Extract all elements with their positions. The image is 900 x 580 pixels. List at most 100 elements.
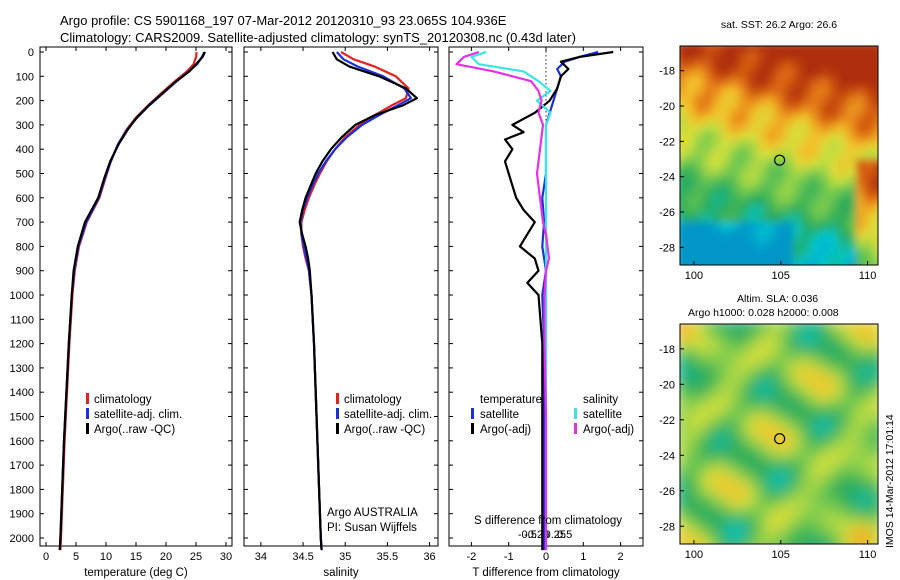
sst-cell <box>856 69 866 79</box>
sst-cell <box>680 213 686 223</box>
sst-cell <box>685 204 695 214</box>
sst-cell <box>820 195 830 205</box>
sla-cell <box>784 338 794 348</box>
sla-cell <box>703 545 713 555</box>
sla-cell <box>748 527 758 537</box>
figure-title-line2: Climatology: CARS2009. Satellite-adjuste… <box>60 30 576 45</box>
sla-cell <box>721 356 731 366</box>
sst-cell <box>721 105 731 115</box>
sla-cell <box>865 518 875 528</box>
sst-cell <box>685 78 695 88</box>
sst-cell <box>847 69 857 79</box>
sst-cell <box>703 258 713 265</box>
sla-cell <box>694 482 704 492</box>
salinity-x-ticks: 34 34.5 35 35.5 36 <box>255 47 436 563</box>
sst-cell <box>775 231 785 241</box>
depth-tick-label: 1000 <box>10 290 34 302</box>
sla-cell <box>712 500 722 510</box>
sst-cell <box>748 105 758 115</box>
sla-cell <box>766 500 776 510</box>
sst-cell <box>694 258 704 265</box>
sst-cell <box>865 46 875 52</box>
sst-cell <box>874 168 878 178</box>
sst-cell <box>712 105 722 115</box>
sla-cell <box>802 464 812 474</box>
sst-cell <box>757 168 767 178</box>
sla-cell <box>748 347 758 357</box>
sla-cell <box>748 536 758 544</box>
sla-cell <box>874 437 878 447</box>
x-tick-label: 1 <box>580 551 586 563</box>
sst-cell <box>838 249 848 259</box>
sst-cell <box>838 213 848 223</box>
sla-cell <box>865 410 875 420</box>
sla-cell <box>856 500 866 510</box>
sst-cell <box>847 213 857 223</box>
sst-cell <box>739 231 749 241</box>
sla-cell <box>847 527 857 537</box>
sst-cell <box>856 177 866 187</box>
difference-legend: temperature salinity satellite Argo(-adj… <box>471 394 634 436</box>
s-diff-tick-label: 0.25 <box>545 529 566 541</box>
sst-cell <box>730 231 740 241</box>
sst-cell <box>680 150 686 160</box>
sst-cell <box>730 51 740 61</box>
sla-cell <box>757 518 767 528</box>
sla-cell <box>874 324 878 330</box>
sla-cell <box>847 545 857 555</box>
sla-cell <box>793 473 803 483</box>
sla-cell <box>730 338 740 348</box>
sst-cell <box>703 213 713 223</box>
sla-cell <box>712 527 722 537</box>
sst-cell <box>856 222 866 232</box>
sla-cell <box>775 365 785 375</box>
sla-cell <box>694 374 704 384</box>
x-tick-label: 15 <box>130 551 142 563</box>
sst-cell <box>680 123 686 133</box>
sla-cell <box>784 473 794 483</box>
sst-cell <box>766 240 776 250</box>
sst-cell <box>820 105 830 115</box>
sla-cell <box>766 428 776 438</box>
sst-cell <box>775 177 785 187</box>
series-line-satellite <box>299 51 413 551</box>
sla-cell <box>748 455 758 465</box>
sla-cell <box>766 509 776 519</box>
sst-cell <box>680 78 686 88</box>
sst-cell <box>793 204 803 214</box>
sla-cell <box>802 410 812 420</box>
sla-cell <box>766 536 776 544</box>
sla-cell <box>856 374 866 384</box>
sst-cell <box>856 204 866 214</box>
sst-cell <box>775 105 785 115</box>
sst-cell <box>802 267 812 277</box>
sst-cell <box>829 46 839 52</box>
sst-cell <box>748 267 758 277</box>
sla-cell <box>820 329 830 339</box>
sst-cell <box>775 213 785 223</box>
sla-cell <box>680 437 686 447</box>
sst-cell <box>685 69 695 79</box>
sst-cell <box>721 222 731 232</box>
sst-cell <box>820 78 830 88</box>
sst-cell <box>856 132 866 142</box>
sst-cell <box>694 231 704 241</box>
depth-tick-label: 1400 <box>10 387 34 399</box>
sst-cell <box>793 240 803 250</box>
sla-cell <box>793 365 803 375</box>
sla-cell <box>730 419 740 429</box>
sst-cell <box>856 186 866 196</box>
sla-cell <box>784 437 794 447</box>
sst-cell <box>793 51 803 61</box>
sla-cell <box>829 324 839 330</box>
sla-cell <box>757 446 767 456</box>
sla-cell <box>838 329 848 339</box>
sst-cell <box>865 96 875 106</box>
sst-cell <box>680 60 686 70</box>
sst-cell <box>712 231 722 241</box>
sst-cell <box>739 249 749 259</box>
sst-cell <box>730 159 740 169</box>
sst-cell <box>685 132 695 142</box>
sla-cell <box>802 491 812 501</box>
sst-cell <box>802 123 812 133</box>
